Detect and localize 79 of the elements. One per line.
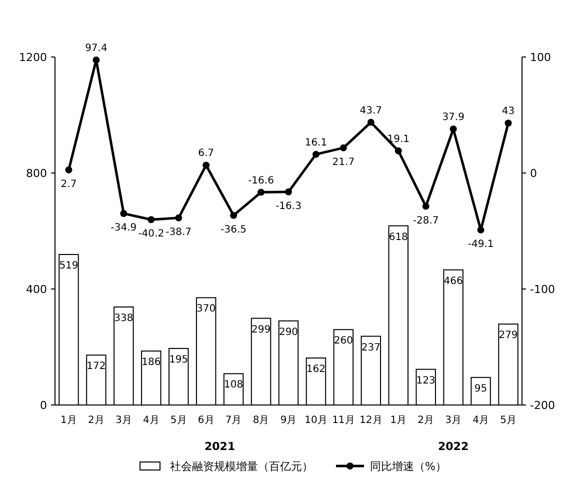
data-label: 2.7: [60, 178, 77, 190]
data-label: -28.7: [412, 215, 439, 226]
x-tick-label: 5月: [500, 415, 516, 426]
x-tick-label: 5月: [170, 415, 187, 426]
data-label: 95: [474, 383, 488, 394]
text: 2021: [204, 440, 236, 453]
data-label: 290: [278, 326, 298, 338]
data-label: -16.3: [276, 200, 302, 212]
x-tick-label: 1月: [60, 415, 77, 426]
x-tick-label: 1月: [390, 415, 407, 426]
x-tick-label: 11月: [332, 415, 355, 426]
data-label: 186: [142, 357, 161, 368]
data-label: -40.2: [138, 228, 164, 240]
y-tick-label: 1200: [19, 51, 47, 64]
data-label: -49.1: [468, 238, 494, 250]
point: [285, 188, 292, 196]
data-label: 37.9: [442, 112, 464, 124]
y-tick-label: 0: [40, 399, 47, 412]
data-label: 16.1: [304, 137, 328, 148]
x-tick-label: 2月: [418, 415, 434, 426]
x-tick-label: 3月: [445, 415, 462, 426]
data-label: -38.7: [166, 226, 192, 238]
point: [65, 166, 72, 174]
data-label: -34.9: [110, 222, 137, 234]
y2-tick-label: 0: [530, 167, 537, 180]
text: 2022: [438, 440, 469, 453]
data-label: 338: [114, 312, 134, 324]
point: [148, 216, 155, 224]
data-label: 260: [334, 336, 353, 347]
data-label: 279: [498, 330, 518, 342]
data-label: -16.6: [248, 175, 274, 186]
point: [504, 120, 512, 127]
y2-tick-label: -100: [530, 283, 555, 296]
x-tick-label: 2月: [88, 415, 104, 426]
x-tick-label: 7月: [225, 415, 242, 426]
data-label: 6.7: [198, 148, 214, 160]
x-tick-label: 9月: [280, 415, 297, 426]
point: [312, 150, 320, 158]
legend-label: 社会融资规模增量（百亿元）: [170, 460, 313, 473]
point: [175, 214, 182, 222]
y2-tick-label: 100: [530, 51, 551, 64]
point: [394, 147, 402, 154]
data-label: 618: [388, 232, 408, 243]
x-tick-label: 10月: [304, 415, 328, 426]
point: [367, 118, 374, 126]
x-tick-label: 6月: [198, 415, 214, 426]
point: [340, 144, 347, 152]
point: [422, 202, 430, 210]
data-label: 195: [169, 354, 188, 366]
data-label: 172: [86, 361, 106, 372]
data-label: 21.7: [332, 156, 355, 168]
y2-tick-label: -200: [530, 399, 555, 412]
legend-label: 同比增速（%）: [370, 460, 446, 473]
x-tick-label: 4月: [142, 415, 160, 426]
point: [477, 226, 484, 234]
data-label: 519: [59, 260, 78, 272]
data-label: 108: [224, 380, 244, 391]
point: [450, 126, 457, 133]
y-tick-label: 800: [26, 167, 47, 180]
point: [120, 210, 128, 217]
data-label: 97.4: [85, 43, 108, 54]
data-label: 466: [444, 276, 463, 287]
data-label: 162: [306, 364, 326, 376]
x-tick-label: 3月: [115, 415, 132, 426]
x-tick-label: 12月: [360, 415, 382, 426]
data-label: 299: [251, 324, 271, 336]
point: [202, 162, 210, 169]
data-label: 43: [502, 106, 515, 118]
data-label: -36.5: [220, 224, 246, 236]
data-label: 43.7: [360, 105, 382, 116]
point: [258, 188, 265, 196]
x-tick-label: 8月: [252, 415, 270, 426]
data-label: 237: [361, 342, 380, 354]
x-tick-label: 4月: [472, 415, 489, 426]
data-label: 123: [416, 375, 436, 386]
point: [230, 212, 238, 219]
y-tick-label: 400: [26, 283, 47, 296]
data-label: 370: [196, 304, 216, 315]
point: [92, 56, 100, 64]
